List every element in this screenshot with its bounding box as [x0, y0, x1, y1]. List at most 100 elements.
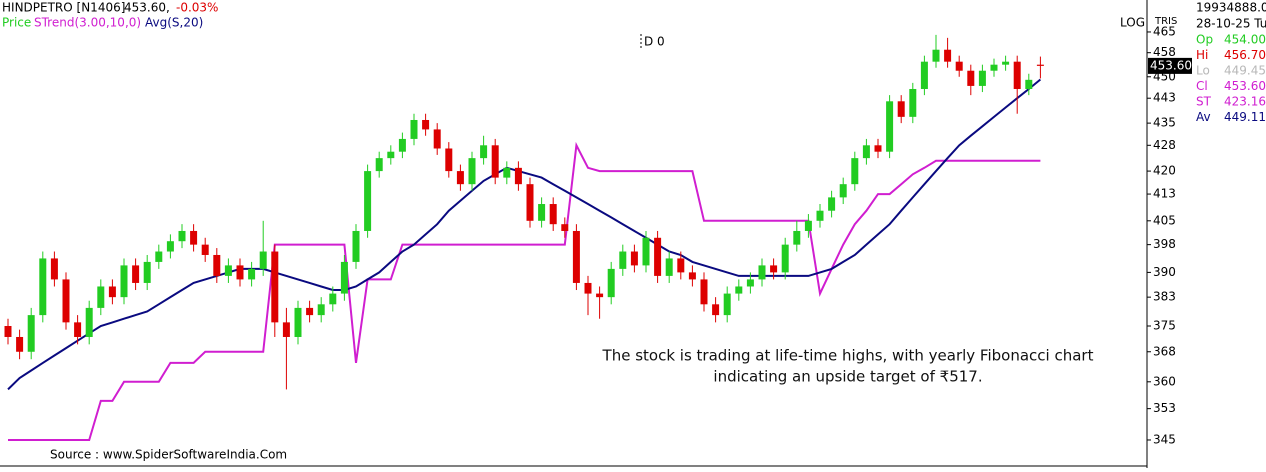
- candle-body: [166, 241, 174, 252]
- candle-body: [120, 265, 128, 298]
- candle-body: [712, 304, 720, 316]
- candle-body: [584, 282, 592, 294]
- y-tick-label: 368: [1153, 344, 1176, 358]
- candle-body: [340, 261, 348, 294]
- y-tick-label: 428: [1153, 138, 1176, 152]
- candle-body: [108, 286, 116, 298]
- y-tick-label: 443: [1153, 91, 1176, 105]
- y-tick-label: 458: [1153, 45, 1176, 59]
- y-tick-label: 353: [1153, 401, 1176, 415]
- candle-body: [178, 230, 186, 242]
- candle-body: [155, 251, 163, 262]
- panel-label: Cl: [1196, 79, 1208, 93]
- candle-body: [851, 158, 859, 185]
- legend-supertrend: STrend(3.00,10,0): [34, 16, 141, 30]
- panel-value: 454.00: [1224, 33, 1266, 47]
- candle-body: [619, 251, 627, 269]
- price-change: -0.03%: [176, 1, 218, 15]
- y-tick-label: 375: [1153, 319, 1176, 333]
- candle-body: [990, 64, 998, 71]
- candle-body: [700, 279, 708, 305]
- price-tag-label: 453.60: [1150, 58, 1192, 72]
- candle-body: [398, 138, 406, 152]
- panel-label: ST: [1196, 95, 1212, 109]
- source: Source : www.SpiderSoftwareIndia.Com: [50, 448, 287, 462]
- indicator-line: [8, 141, 1041, 441]
- candle-body: [294, 307, 302, 337]
- candle-body: [770, 265, 778, 273]
- candle-body: [132, 265, 140, 283]
- candle-body: [4, 326, 12, 337]
- indicator-line: [7, 78, 1042, 391]
- candle-body: [874, 145, 882, 152]
- panel-value: 423.16: [1224, 95, 1266, 109]
- y-tick-label: 435: [1153, 116, 1176, 130]
- panel-volume: 19934888.00: [1196, 1, 1266, 15]
- candle-body: [1036, 64, 1044, 66]
- candle-body: [16, 336, 24, 352]
- scale-label: LOG: [1120, 16, 1145, 30]
- candle-body: [282, 322, 290, 337]
- scale-label-2: TRIS: [1154, 16, 1177, 27]
- price-tag: [1148, 57, 1192, 74]
- candle-body: [735, 286, 743, 294]
- candle-body: [561, 224, 569, 231]
- candle-body: [781, 244, 789, 273]
- candle-body: [665, 258, 673, 276]
- legend-price: Price: [2, 16, 31, 30]
- panel-value: 449.45: [1224, 64, 1266, 78]
- candle-body: [317, 304, 325, 316]
- candle-body: [236, 265, 244, 280]
- candle-body: [816, 210, 824, 221]
- candle-body: [526, 184, 534, 221]
- candle-body: [630, 251, 638, 266]
- candle-body: [375, 158, 383, 172]
- candle-body: [514, 167, 522, 185]
- candle-body: [862, 145, 870, 159]
- panel-label: Lo: [1196, 64, 1210, 78]
- candle-body: [422, 119, 430, 130]
- candle-body: [978, 70, 986, 86]
- candle-body: [758, 265, 766, 280]
- candle-body: [688, 272, 696, 280]
- candle-body: [828, 197, 836, 211]
- panel-value: 449.11: [1224, 110, 1266, 124]
- candle-body: [746, 279, 754, 287]
- candle-body: [480, 145, 488, 159]
- candle-body: [410, 119, 418, 139]
- panel-date: 28-10-25 Tu: [1196, 17, 1266, 31]
- candle-body: [306, 307, 314, 316]
- candle-body: [793, 230, 801, 245]
- candle-body: [503, 167, 511, 178]
- candle-body: [50, 258, 58, 280]
- candle-body: [932, 49, 940, 62]
- candle-body: [213, 254, 221, 276]
- y-tick-label: 398: [1153, 237, 1176, 251]
- candle-body: [572, 230, 580, 283]
- y-tick-label: 390: [1153, 265, 1176, 279]
- marker-label: D 0: [644, 35, 665, 49]
- candle-body: [248, 268, 256, 280]
- candle-body: [224, 265, 232, 276]
- panel-value: 456.70: [1224, 48, 1266, 62]
- candle-body: [201, 244, 209, 255]
- candle-body: [538, 204, 546, 221]
- candle-body: [897, 101, 905, 117]
- candle-body: [607, 268, 615, 298]
- candle-body: [62, 279, 70, 323]
- last-price: 453.60,: [124, 1, 170, 15]
- chart-title: HINDPETRO [N1406]: [2, 1, 125, 15]
- candle-body: [1002, 61, 1010, 65]
- candle-body: [27, 315, 35, 352]
- candle-body: [804, 220, 812, 231]
- candle-body: [955, 61, 963, 71]
- candle-body: [445, 148, 453, 172]
- candle-body: [259, 251, 267, 269]
- candle-body: [839, 184, 847, 198]
- candle-body: [642, 237, 650, 266]
- candle-body: [143, 261, 151, 283]
- panel-label: Op: [1196, 33, 1213, 47]
- candle-body: [352, 230, 360, 262]
- candle-body: [456, 171, 464, 185]
- candle-body: [967, 70, 975, 86]
